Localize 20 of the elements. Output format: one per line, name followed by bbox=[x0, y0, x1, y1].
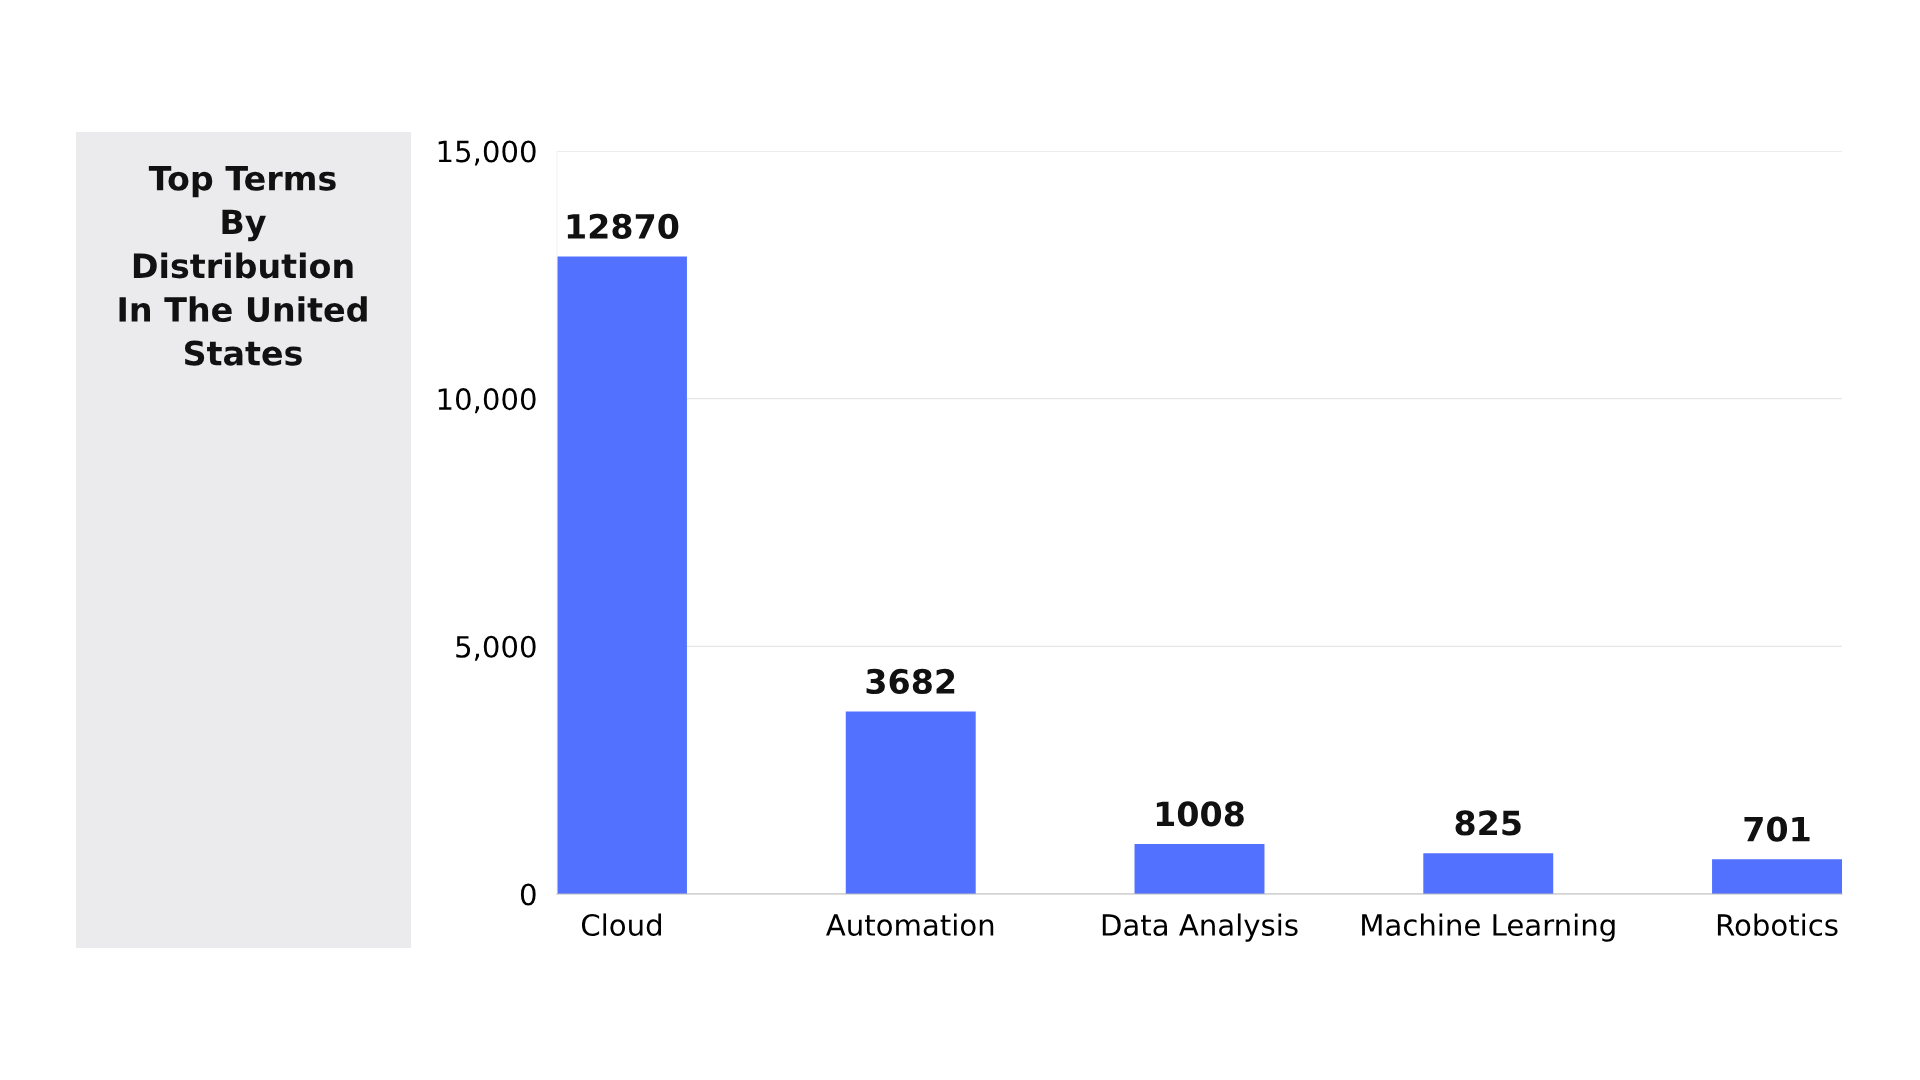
data-label: 3682 bbox=[866, 668, 955, 695]
data-label: 1008 bbox=[1156, 801, 1244, 827]
y-tick-label: 15,000 bbox=[438, 140, 536, 166]
bar bbox=[845, 711, 976, 894]
bar bbox=[1712, 859, 1842, 894]
text: Top Terms By Distribution In The United States bbox=[119, 166, 367, 366]
bar bbox=[557, 256, 687, 894]
bar bbox=[1423, 853, 1554, 894]
y-tick-label: 5,000 bbox=[456, 635, 536, 661]
x-tick-label: Data Analysis bbox=[1102, 913, 1298, 942]
x-tick-label: Cloud bbox=[581, 913, 661, 937]
y-tick-label: 10,000 bbox=[438, 388, 536, 414]
data-label: 701 bbox=[1744, 816, 1810, 842]
bar bbox=[1134, 844, 1265, 894]
data-label: 825 bbox=[1455, 810, 1521, 836]
y-tick-label: 0 bbox=[520, 883, 536, 906]
data-label: 12870 bbox=[567, 213, 679, 239]
x-tick-label: Robotics bbox=[1717, 913, 1838, 937]
x-tick-label: Machine Learning bbox=[1362, 913, 1615, 942]
x-tick-label: Automation bbox=[826, 913, 994, 937]
